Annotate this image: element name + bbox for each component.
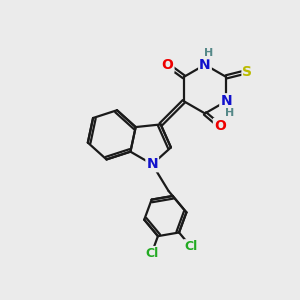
- Text: H: H: [225, 108, 234, 118]
- Text: O: O: [162, 58, 173, 72]
- Text: Cl: Cl: [184, 240, 197, 253]
- Text: S: S: [242, 64, 253, 79]
- Text: N: N: [146, 157, 158, 171]
- Text: Cl: Cl: [145, 247, 158, 260]
- Text: N: N: [220, 94, 232, 108]
- Text: O: O: [214, 119, 226, 133]
- Text: N: N: [199, 58, 211, 72]
- Text: H: H: [204, 48, 213, 59]
